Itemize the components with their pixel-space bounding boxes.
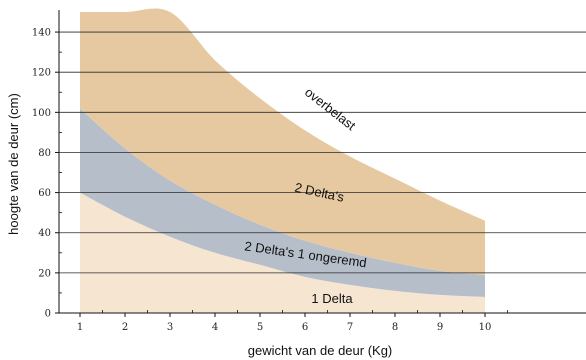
y-tick-label-140: 140 xyxy=(32,28,51,39)
y-tick-label-100: 100 xyxy=(32,108,51,119)
x-tick-label-7: 7 xyxy=(347,322,353,333)
y-tick-label-20: 20 xyxy=(38,268,51,279)
regions-layer xyxy=(80,8,485,313)
y-tick-label-60: 60 xyxy=(38,188,51,199)
grid-layer xyxy=(59,31,586,274)
y-tick-label-40: 40 xyxy=(38,228,51,239)
x-tick-label-6: 6 xyxy=(302,322,308,333)
region-label-1-delta: 1 Delta xyxy=(311,291,353,306)
x-axis-title: gewicht van de deur (Kg) xyxy=(248,343,393,358)
region-1-delta xyxy=(80,192,485,313)
x-tick-label-5: 5 xyxy=(257,322,263,333)
region-2-delta-s xyxy=(80,8,485,275)
y-tick-label-80: 80 xyxy=(38,148,51,159)
x-tick-label-10: 10 xyxy=(479,322,492,333)
y-tick-label-120: 120 xyxy=(32,68,51,79)
x-tick-label-2: 2 xyxy=(122,322,128,333)
x-tick-label-8: 8 xyxy=(392,322,398,333)
x-tick-label-3: 3 xyxy=(167,322,173,333)
x-tick-label-9: 9 xyxy=(437,322,443,333)
x-tick-label-4: 4 xyxy=(212,322,218,333)
region-label-overbelast: overbelast xyxy=(302,84,359,133)
x-tick-label-1: 1 xyxy=(77,322,83,333)
y-tick-label-0: 0 xyxy=(45,309,51,320)
axes-layer: 0 20 40 60 80 100 120 140 1 2 3 4 5 6 7 8 9 10 xyxy=(32,10,586,333)
y-axis-title: hoogte van de deur (cm) xyxy=(6,93,21,235)
region-2-delta-s-1-ongeremd xyxy=(80,108,485,297)
